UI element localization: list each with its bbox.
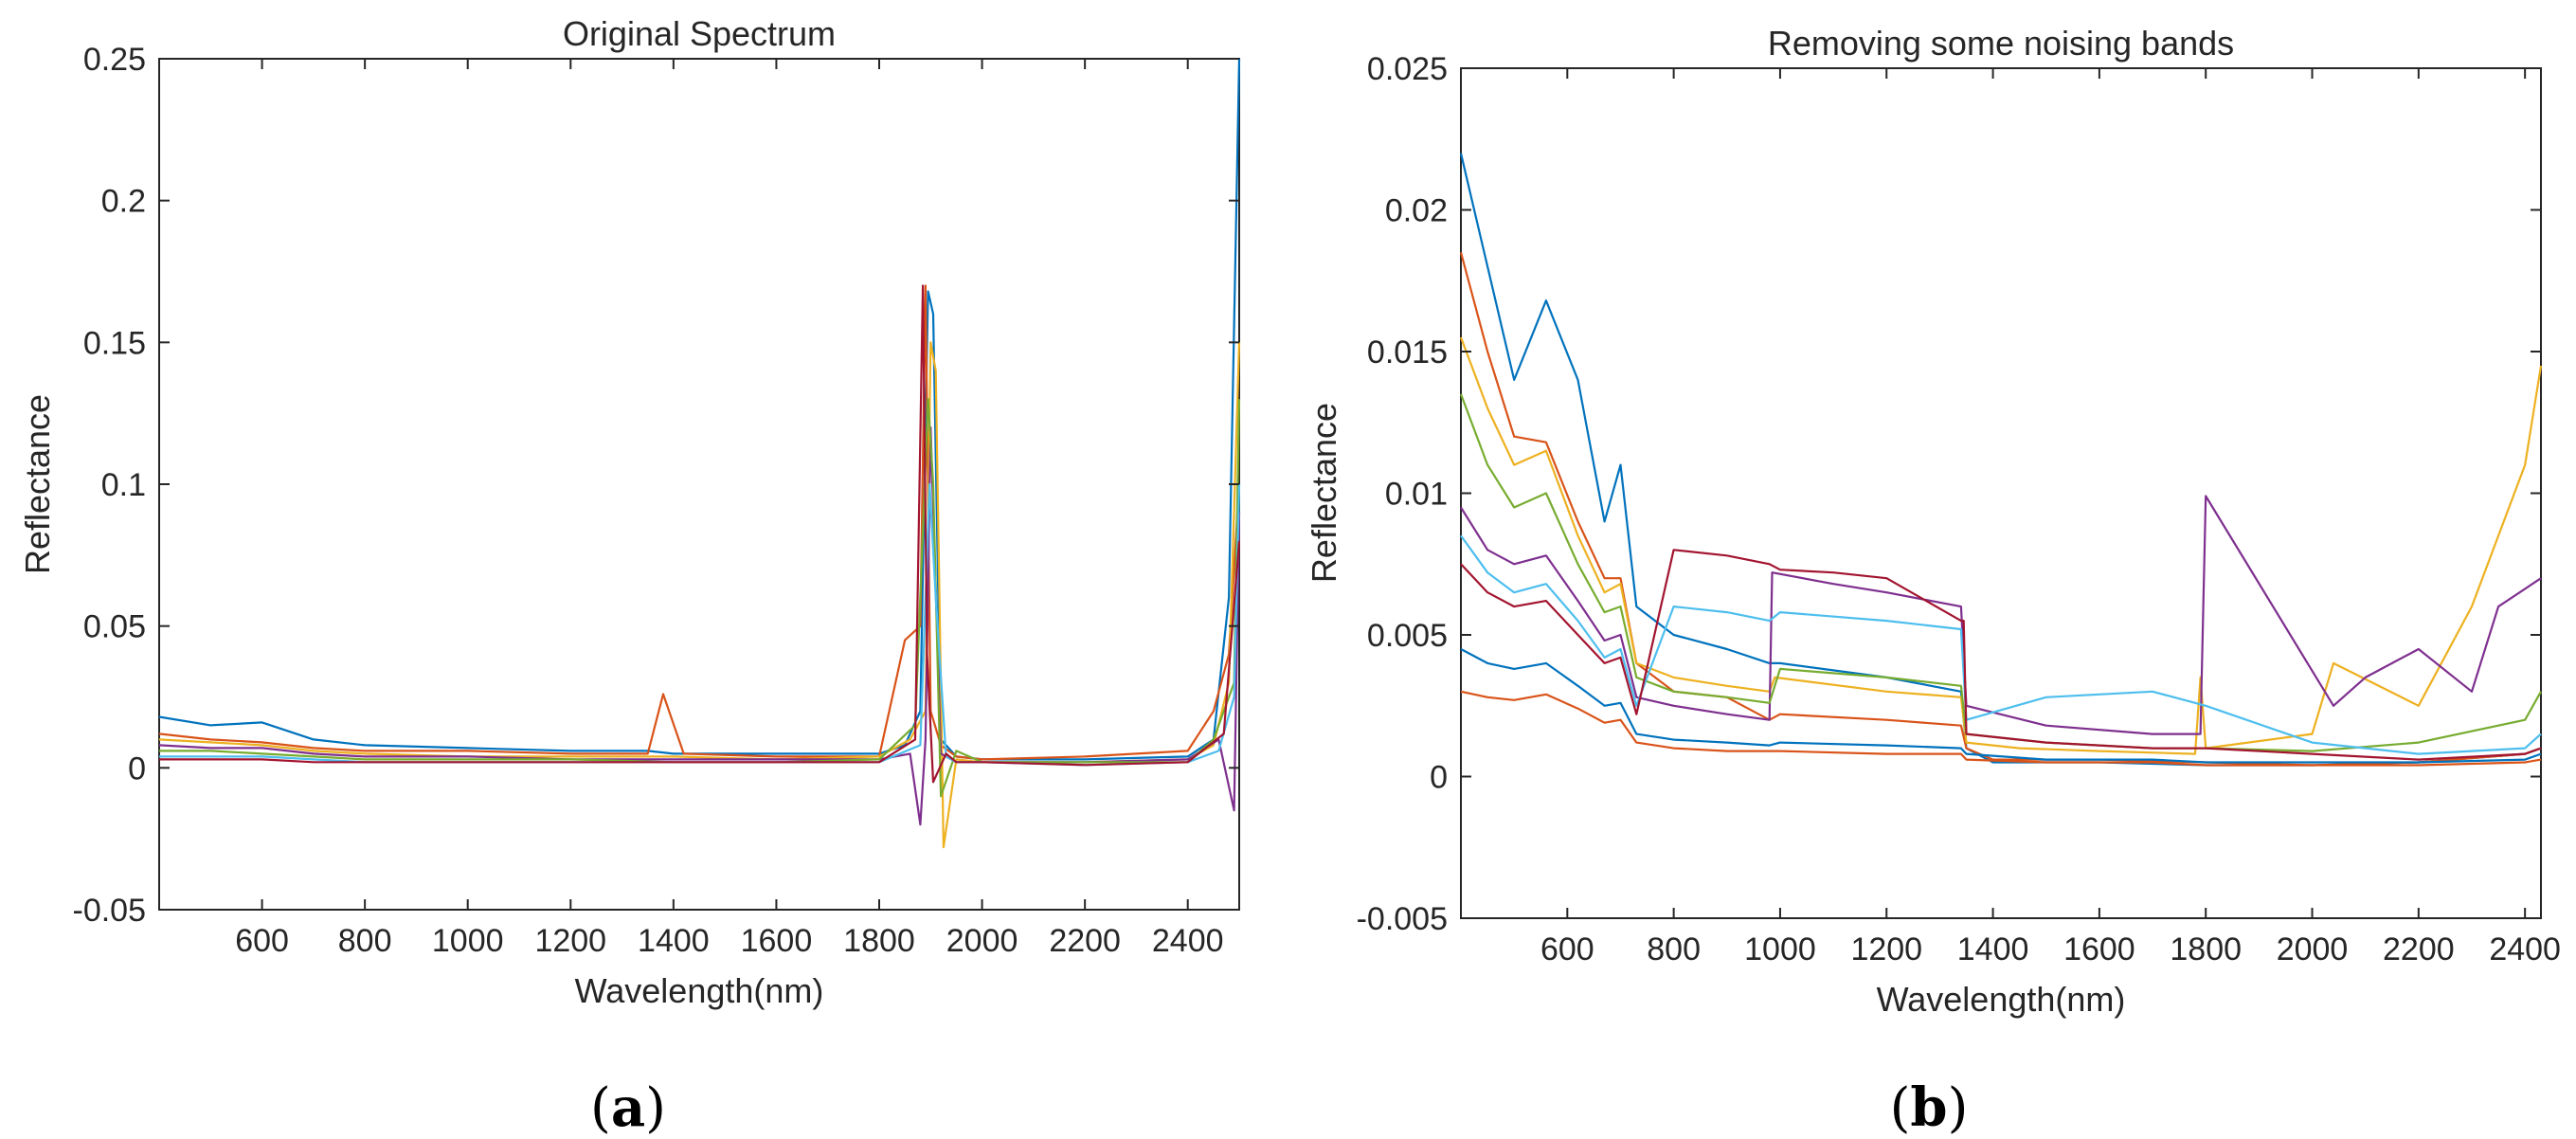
chart-original-spectrum: 600 800 1000 1200 1400 1600 1800 2000 2200 2400 -… bbox=[18, 14, 1241, 1139]
panel-label-b: (b) bbox=[1890, 1076, 1969, 1139]
x-tick-label: 1600 bbox=[2063, 931, 2135, 967]
x-tick-label: 1400 bbox=[1957, 931, 2029, 967]
y-tick-label: -0.05 bbox=[73, 893, 147, 929]
series-line-s3 bbox=[158, 341, 1241, 849]
y-tick-label: 0.015 bbox=[1367, 334, 1448, 371]
series-line-s6 bbox=[1460, 534, 2542, 755]
series-line-s7 bbox=[1460, 549, 2542, 761]
x-axis-label: Wavelength(nm) bbox=[1877, 980, 2126, 1019]
series-line-s7 bbox=[159, 284, 1241, 784]
x-tick-label: 2200 bbox=[2383, 931, 2455, 967]
x-tick-label: 2400 bbox=[2489, 931, 2561, 967]
series-line-s1 bbox=[1459, 153, 2542, 767]
y-axis-ticks: -0.005 0 0.005 0.01 0.015 0.02 0.025 bbox=[1357, 51, 2541, 937]
x-tick-label: 800 bbox=[1647, 931, 1701, 967]
series-line-s2 bbox=[158, 284, 1241, 761]
x-axis-ticks: 600 800 1000 1200 1400 1600 1800 2000 2200 2400 bbox=[1540, 68, 2561, 967]
y-tick-label: -0.005 bbox=[1357, 901, 1448, 937]
x-tick-label: 2000 bbox=[946, 923, 1018, 959]
x-tick-label: 1000 bbox=[432, 923, 504, 959]
y-tick-label: 0 bbox=[128, 750, 146, 786]
chart-title: Removing some noising bands bbox=[1768, 24, 2234, 63]
x-tick-label: 1200 bbox=[1850, 931, 1922, 967]
x-axis-label: Wavelength(nm) bbox=[575, 971, 824, 1010]
y-axis-label: Reflectance bbox=[18, 394, 57, 574]
y-tick-label: 0.005 bbox=[1367, 618, 1448, 654]
x-tick-label: 600 bbox=[235, 923, 289, 959]
series-line-s8 bbox=[1460, 648, 2542, 764]
x-axis-ticks: 600 800 1000 1200 1400 1600 1800 2000 2200 2400 bbox=[235, 59, 1224, 959]
panel-letter-b: b bbox=[1910, 1076, 1947, 1139]
series-line-s4 bbox=[158, 426, 1241, 826]
x-tick-label: 2400 bbox=[1152, 923, 1224, 959]
series-line-s5 bbox=[1459, 393, 2542, 752]
y-tick-label: 0 bbox=[1430, 760, 1448, 796]
y-tick-label: 0.1 bbox=[101, 467, 146, 503]
x-tick-label: 1800 bbox=[843, 923, 915, 959]
chart-title: Original Spectrum bbox=[563, 14, 836, 53]
y-tick-label: 0.02 bbox=[1385, 193, 1448, 229]
x-tick-label: 800 bbox=[338, 923, 392, 959]
x-tick-label: 600 bbox=[1540, 931, 1594, 967]
x-tick-label: 2000 bbox=[2277, 931, 2349, 967]
y-tick-label: 0.01 bbox=[1385, 477, 1448, 513]
series-group bbox=[1459, 153, 2543, 767]
series-line-s5 bbox=[159, 398, 1241, 798]
y-tick-label: 0.15 bbox=[83, 325, 146, 361]
chart-removing-noising-bands: 600 800 1000 1200 1400 1600 1800 2000 2200 2400 -… bbox=[1305, 24, 2561, 1139]
x-tick-label: 1000 bbox=[1744, 931, 1816, 967]
series-group bbox=[158, 58, 1241, 849]
panel-letter-a: a bbox=[611, 1076, 645, 1139]
series-line-s4 bbox=[1460, 495, 2542, 735]
series-line-s9 bbox=[1460, 690, 2542, 767]
y-tick-label: 0.05 bbox=[83, 609, 146, 645]
y-tick-label: 0.025 bbox=[1367, 51, 1448, 87]
series-line-s1 bbox=[158, 58, 1241, 761]
x-tick-label: 1400 bbox=[638, 923, 710, 959]
x-tick-label: 1600 bbox=[741, 923, 813, 959]
plot-frame bbox=[158, 58, 1240, 911]
x-tick-label: 1200 bbox=[534, 923, 606, 959]
series-line-s3 bbox=[1459, 336, 2543, 755]
y-tick-label: 0.2 bbox=[101, 184, 146, 220]
series-line-s6 bbox=[159, 482, 1241, 767]
y-axis-ticks: -0.05 0 0.05 0.1 0.15 0.2 0.25 bbox=[73, 42, 1239, 929]
y-axis-label: Reflectance bbox=[1305, 403, 1343, 583]
x-tick-label: 1800 bbox=[2170, 931, 2242, 967]
y-tick-label: 0.25 bbox=[83, 42, 146, 78]
series-line-s2 bbox=[1459, 252, 2542, 767]
panel-label-a: (a) bbox=[590, 1076, 666, 1139]
x-tick-label: 2200 bbox=[1049, 923, 1121, 959]
